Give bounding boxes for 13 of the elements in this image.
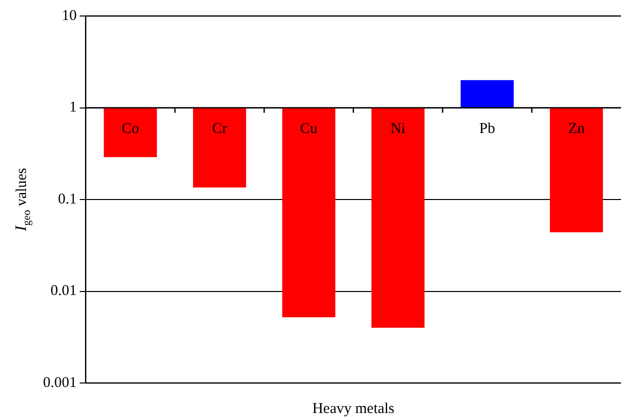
x-tick-label: Pb: [479, 121, 496, 138]
x-tick-label: Co: [122, 121, 140, 138]
x-tick-label: Cr: [212, 121, 228, 138]
y-tick-label: 1: [69, 100, 77, 116]
x-axis-title: Heavy metals: [312, 401, 395, 417]
x-tick-label: Cu: [300, 121, 318, 138]
y-tick-label: 0.1: [58, 191, 77, 208]
x-tick-label: Zn: [568, 121, 586, 138]
y-tick-label: 0.001: [43, 374, 77, 391]
y-axis-title: Igeo values: [13, 168, 33, 232]
x-tick-label: Ni: [390, 121, 406, 138]
y-tick-label: 0.01: [50, 283, 77, 300]
y-tick-label: 10: [62, 8, 77, 24]
